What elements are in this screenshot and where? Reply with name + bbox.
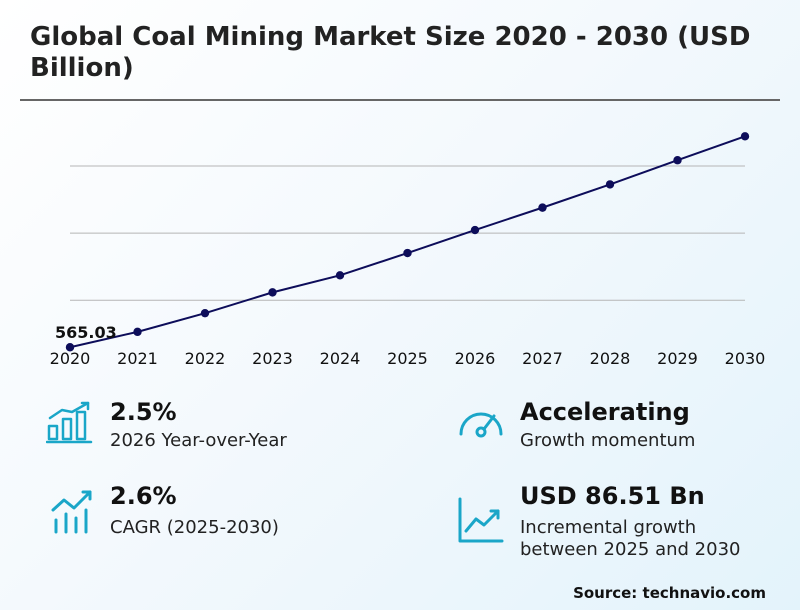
series-line-path [69, 135, 746, 349]
data-points [65, 132, 750, 352]
data-point [200, 308, 210, 318]
source-credit: Source: technavio.com [573, 584, 766, 602]
kpi-value: USD 86.51 Bn [520, 482, 705, 510]
gauge-icon [459, 412, 503, 438]
data-point [740, 132, 750, 141]
bar-chart-growth-icon [46, 401, 93, 444]
trend-bars-icon [51, 490, 92, 534]
x-tick-label: 2027 [522, 349, 563, 368]
data-point [335, 271, 345, 280]
kpi-label-line2: between 2025 and 2030 [520, 539, 741, 560]
x-tick-label: 2026 [455, 349, 496, 368]
x-tick-label: 2028 [590, 349, 631, 368]
x-tick-labels: 2020 2021 2022 2023 2024 2025 2026 2027 2028 2029… [50, 349, 766, 368]
data-point [133, 327, 142, 337]
series-line [69, 135, 746, 349]
x-tick-label: 2020 [50, 349, 91, 368]
line-chart: 565.03 2020 2021 2022 2023 2024 2025 2026 2027 2… [50, 132, 766, 368]
data-point [470, 225, 480, 235]
x-tick-label: 2030 [725, 349, 766, 368]
x-tick-label: 2022 [185, 349, 226, 368]
data-point [65, 343, 75, 352]
data-point [538, 203, 547, 212]
chart-title: Global Coal Mining Market Size 2020 - 20… [30, 22, 751, 83]
kpi-label: 2026 Year-over-Year [110, 430, 287, 451]
x-tick-label: 2023 [252, 349, 293, 368]
kpi-label: CAGR (2025-2030) [110, 517, 279, 538]
x-tick-label: 2024 [320, 349, 361, 368]
data-point [403, 248, 412, 258]
kpi-value: 2.6% [110, 482, 177, 510]
trend-line-icon [458, 497, 504, 543]
data-point [605, 180, 615, 189]
data-point [673, 156, 682, 165]
data-labels: 565.03 [55, 323, 117, 342]
kpi-value: 2.5% [110, 398, 177, 426]
kpi-value: Accelerating [520, 398, 690, 426]
x-tick-label: 2025 [387, 349, 428, 368]
kpi-label: Growth momentum [520, 430, 696, 451]
gridlines [70, 165, 745, 301]
kpi-label-line1: Incremental growth [520, 517, 697, 538]
x-tick-label: 2021 [117, 349, 158, 368]
data-label: 565.03 [55, 323, 117, 342]
x-tick-label: 2029 [657, 349, 698, 368]
data-point [268, 288, 277, 297]
title-divider [20, 99, 780, 101]
